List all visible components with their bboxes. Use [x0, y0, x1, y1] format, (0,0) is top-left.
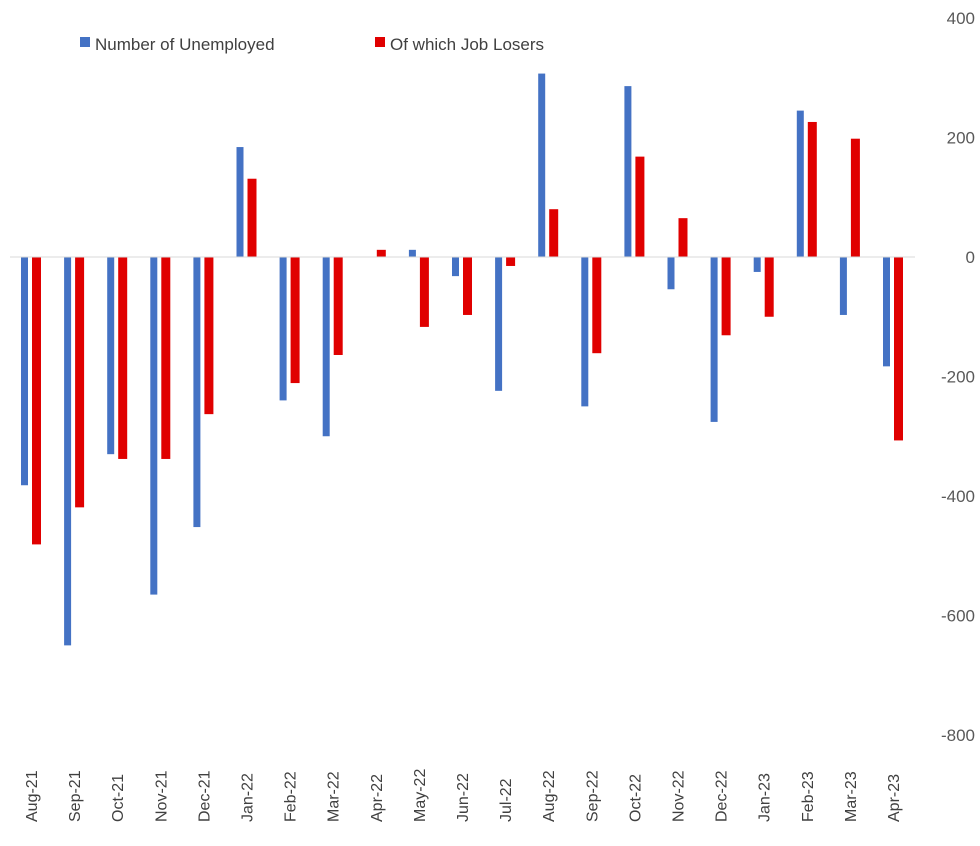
x-tick-label: Apr-23 — [886, 774, 903, 822]
bar-unemployed-jan-23 — [753, 257, 761, 272]
y-tick-label: 200 — [947, 129, 975, 148]
bar-job-losers-sep-22 — [592, 257, 602, 354]
bar-unemployed-aug-21 — [21, 257, 28, 486]
bar-job-losers-aug-22 — [549, 209, 559, 257]
x-tick-label: Dec-21 — [196, 770, 213, 822]
bar-unemployed-feb-23 — [796, 110, 804, 257]
legend-label-unemployed: Number of Unemployed — [95, 35, 275, 54]
bar-unemployed-mar-23 — [839, 257, 847, 315]
bar-job-losers-dec-21 — [204, 257, 214, 415]
bar-unemployed-jun-22 — [452, 257, 459, 277]
bar-job-losers-nov-22 — [678, 218, 688, 257]
x-tick-label: Aug-21 — [24, 770, 41, 822]
x-tick-label: Mar-22 — [326, 771, 343, 822]
y-tick-label: -400 — [941, 487, 975, 506]
x-tick-label: Jun-22 — [455, 773, 472, 822]
y-tick-label: 0 — [966, 248, 975, 267]
bar-unemployed-sep-21 — [64, 257, 72, 646]
y-tick-label: -800 — [941, 726, 975, 745]
bar-job-losers-jul-22 — [506, 257, 516, 266]
bar-job-losers-apr-22 — [376, 249, 386, 257]
bar-job-losers-dec-22 — [721, 257, 731, 336]
x-tick-label: Sep-22 — [584, 770, 601, 822]
bar-unemployed-mar-22 — [322, 257, 330, 437]
bar-job-losers-mar-22 — [333, 257, 343, 355]
x-tick-label: Jan-22 — [240, 773, 257, 822]
x-tick-label: Dec-22 — [714, 770, 731, 822]
x-tick-label: Jul-22 — [498, 778, 515, 822]
bar-job-losers-feb-22 — [290, 257, 300, 384]
bar-unemployed-oct-21 — [107, 257, 115, 455]
bar-job-losers-mar-23 — [850, 138, 860, 257]
bar-unemployed-jul-22 — [495, 257, 503, 391]
x-tick-label: Feb-23 — [800, 771, 817, 822]
x-tick-label: Nov-21 — [153, 770, 170, 822]
bar-unemployed-dec-21 — [193, 257, 201, 528]
x-tick-label: Jan-23 — [757, 773, 774, 822]
y-tick-label: -200 — [941, 368, 975, 387]
bar-job-losers-aug-21 — [32, 257, 41, 545]
bar-unemployed-oct-22 — [624, 86, 632, 258]
bar-job-losers-apr-23 — [894, 257, 903, 441]
bar-job-losers-oct-21 — [118, 257, 128, 459]
x-tick-label: Mar-23 — [843, 771, 860, 822]
x-tick-label: Oct-22 — [627, 774, 644, 822]
x-tick-label: May-22 — [412, 769, 429, 822]
bar-unemployed-feb-22 — [279, 257, 287, 401]
bar-unemployed-jan-22 — [236, 147, 244, 257]
bar-job-losers-nov-21 — [161, 257, 171, 459]
y-tick-label: -600 — [941, 607, 975, 626]
legend-swatch-unemployed — [80, 37, 90, 47]
bar-unemployed-nov-22 — [667, 257, 675, 290]
bar-unemployed-sep-22 — [581, 257, 589, 407]
y-tick-label: 400 — [947, 9, 975, 28]
legend: Number of Unemployed Of which Job Losers — [80, 35, 544, 54]
x-tick-label: Aug-22 — [541, 770, 558, 822]
bar-job-losers-jun-22 — [463, 257, 472, 315]
legend-swatch-job-losers — [375, 37, 385, 47]
bar-job-losers-sep-21 — [75, 257, 85, 508]
x-tick-label: Sep-21 — [67, 770, 84, 822]
x-tick-label: Apr-22 — [369, 774, 386, 822]
bar-unemployed-nov-21 — [150, 257, 158, 595]
bar-job-losers-oct-22 — [635, 156, 645, 257]
bar-job-losers-may-22 — [419, 257, 429, 327]
bar-unemployed-may-22 — [408, 249, 416, 257]
x-tick-label: Nov-22 — [671, 770, 688, 822]
legend-label-job-losers: Of which Job Losers — [390, 35, 544, 54]
bar-job-losers-jan-22 — [247, 178, 257, 257]
bar-unemployed-dec-22 — [710, 257, 718, 422]
bar-unemployed-aug-22 — [538, 73, 546, 257]
x-tick-label: Feb-22 — [283, 771, 300, 822]
bar-job-losers-feb-23 — [807, 121, 817, 257]
bar-job-losers-jan-23 — [764, 257, 774, 317]
bar-unemployed-apr-23 — [883, 257, 890, 367]
x-tick-label: Oct-21 — [110, 774, 127, 822]
